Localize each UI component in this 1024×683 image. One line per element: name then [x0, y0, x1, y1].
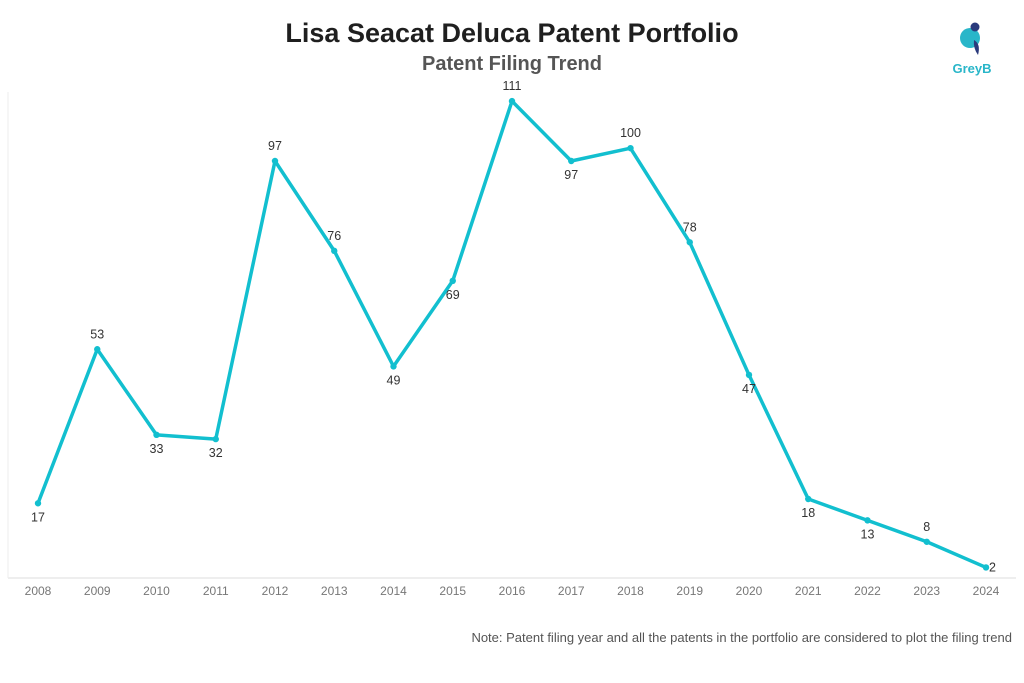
data-point [271, 157, 279, 165]
data-label: 2 [989, 560, 996, 574]
x-tick-label: 2013 [321, 584, 348, 598]
data-label: 97 [564, 168, 578, 182]
x-tick-label: 2021 [795, 584, 822, 598]
data-point [627, 144, 634, 152]
data-label: 100 [620, 126, 641, 140]
series-line [36, 99, 988, 570]
x-tick-label: 2008 [25, 584, 52, 598]
x-tick-label: 2024 [973, 584, 1000, 598]
x-tick-label: 2023 [913, 584, 940, 598]
data-point [331, 247, 338, 255]
data-point [94, 346, 101, 353]
data-point [923, 538, 930, 545]
data-point [805, 495, 812, 503]
data-point [212, 435, 219, 443]
data-point [508, 97, 516, 105]
data-label: 69 [446, 288, 460, 302]
data-label: 97 [268, 139, 282, 153]
data-point [568, 157, 575, 165]
data-label: 8 [923, 520, 930, 534]
data-label: 13 [861, 527, 875, 541]
x-tick-label: 2020 [736, 584, 763, 598]
data-label: 111 [502, 79, 521, 93]
x-tick-label: 2011 [203, 584, 229, 598]
data-label: 18 [801, 506, 815, 520]
data-point [864, 517, 871, 524]
data-label: 17 [31, 510, 45, 524]
x-tick-label: 2016 [499, 584, 526, 598]
data-label: 47 [742, 382, 756, 396]
data-point [449, 277, 456, 284]
x-tick-label: 2014 [380, 584, 407, 598]
x-tick-label: 2012 [262, 584, 289, 598]
x-tick-label: 2022 [854, 584, 881, 598]
greyb-logo-text: GreyB [952, 61, 992, 76]
x-tick-label: 2015 [439, 584, 466, 598]
data-point [745, 371, 753, 379]
data-label: 32 [209, 446, 223, 460]
data-label: 53 [90, 327, 104, 341]
footnote: Note: Patent filing year and all the pat… [471, 630, 1012, 645]
data-point [34, 500, 42, 507]
x-tick-label: 2017 [558, 584, 585, 598]
data-point [686, 239, 693, 246]
data-point [153, 431, 160, 439]
data-label: 49 [387, 373, 401, 387]
data-label: 33 [150, 442, 164, 456]
chart-subtitle: Patent Filing Trend [421, 53, 602, 75]
data-point [390, 363, 397, 370]
x-tick-label: 2009 [84, 584, 111, 598]
data-label: 76 [327, 229, 341, 243]
data-label: 78 [683, 220, 697, 234]
greyb-logo-icon [960, 22, 980, 55]
x-tick-label: 2010 [143, 584, 170, 598]
data-point [982, 564, 990, 571]
x-tick-label: 2018 [617, 584, 644, 598]
greyb-logo: GreyB [940, 18, 1004, 82]
x-tick-label: 2019 [676, 584, 703, 598]
chart-title: Lisa Seacat Deluca Patent Portfolio [285, 18, 739, 48]
